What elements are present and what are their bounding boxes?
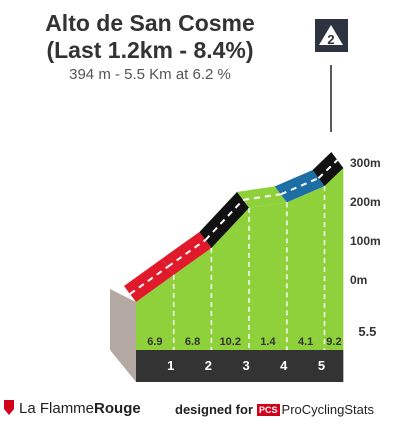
la-flamme-rouge-logo: La FlammeRouge [4,400,141,417]
segment-top-band [237,186,287,208]
brand-name-left: La Flamme [19,400,95,417]
elevation-tick-label: 200m [350,195,381,209]
segment-gradient-label: 1.4 [260,336,276,348]
credit-line: designed for PCS ProCyclingStats [175,402,374,417]
segment-centerline [129,266,169,295]
segment-gradient-label: 9.2 [326,336,341,348]
km-tick-label: 2 [205,358,212,373]
profile-base-strip [136,350,344,382]
km-tick-label: 1 [167,358,174,373]
pcs-logo-badge: PCS [257,404,280,416]
segment-gradient-label: 10.2 [220,336,241,348]
credit-prefix: designed for [175,402,254,417]
segment-gradient-label: 4.1 [298,336,313,348]
km-tick-label: 3 [242,358,249,373]
segment-top-band [274,170,325,203]
segment-gradient-label: 6.8 [185,336,200,348]
brand-name-right: Rouge [94,400,141,417]
flag-icon [4,400,14,415]
km-tick-label: 4 [280,358,288,373]
credit-name: ProCyclingStats [281,402,375,417]
profile-front-face [136,168,344,350]
category-badge: 2 [315,19,348,52]
segment-centerline [167,239,206,268]
km-tick-label: 5 [318,358,325,373]
segment-gradient-label: 6.9 [147,336,162,348]
profile-side-face [110,289,136,350]
segment-centerline [280,177,319,196]
segment-centerline [317,159,339,179]
profile-title: Alto de San Cosme [45,10,255,36]
km-end-label: 5.5 [358,324,376,339]
elevation-tick-label: 300m [350,156,381,170]
elevation-tick-label: 0m [350,273,367,287]
category-badge-label: 2 [327,32,334,47]
profile-title-last-km: (Last 1.2km - 8.4%) [46,37,254,63]
elevation-tick-label: 100m [350,234,381,248]
segment-centerline [204,199,244,241]
profile-subtitle: 394 m - 5.5 Km at 6.2 % [69,66,231,83]
